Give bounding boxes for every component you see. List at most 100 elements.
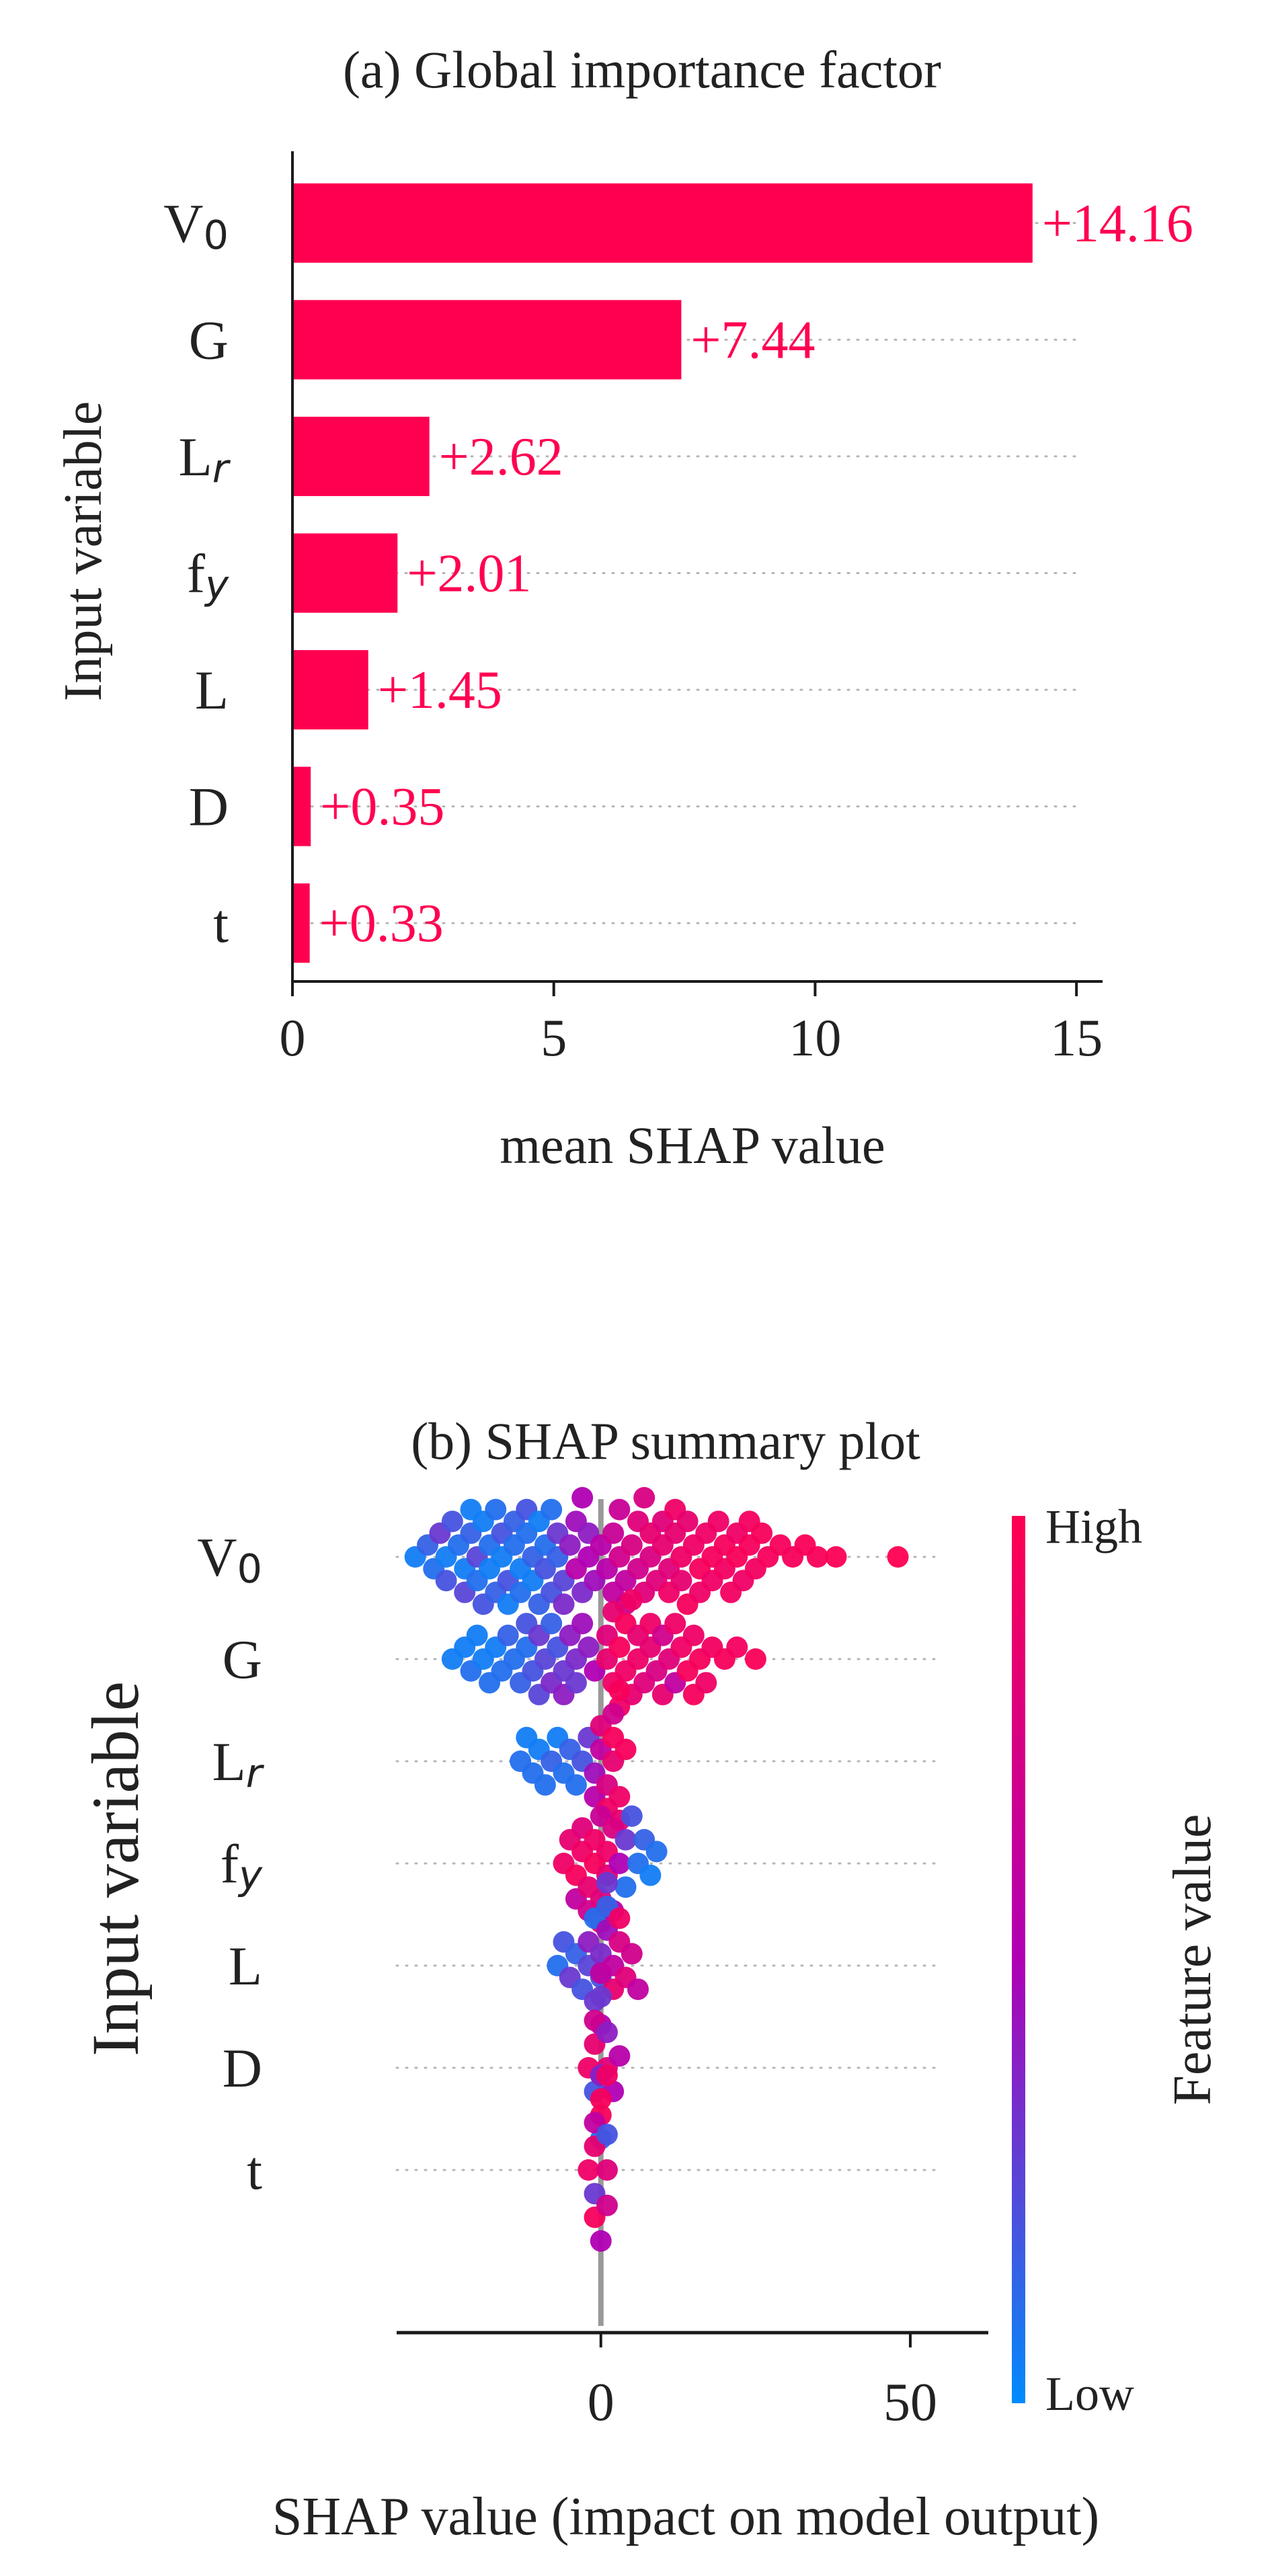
chart-a-title: (a) Global importance factor — [343, 40, 941, 99]
chart-b-point — [596, 2021, 618, 2044]
chart-b-point — [645, 1841, 668, 1863]
chart-b-category-label-base: G — [223, 1629, 262, 1690]
chart-a-category-label-base: t — [213, 893, 229, 954]
chart-b-category-label-base: L — [229, 1935, 262, 1997]
chart-b-point — [887, 1546, 909, 1568]
chart-b-point — [621, 1943, 643, 1965]
chart-a-value-label: +1.45 — [378, 661, 502, 720]
chart-b-point — [485, 1498, 507, 1521]
chart-a-category-label-base: G — [189, 309, 229, 370]
chart-b-category-label: D — [223, 2038, 262, 2099]
chart-b-point — [726, 1636, 748, 1658]
chart-a-category-label: L — [195, 659, 229, 721]
chart-a-xtick-label: 5 — [541, 1008, 567, 1067]
chart-a-value-label: +7.44 — [690, 311, 815, 370]
chart-a-category-label: V0 — [163, 193, 229, 258]
chart-a-xtick-label: 15 — [1050, 1008, 1103, 1067]
chart-b-point — [596, 2064, 618, 2087]
chart-b-point — [664, 1613, 686, 1635]
chart-a-ylabel: Input variable — [54, 401, 113, 701]
chart-b-point — [596, 1871, 618, 1894]
chart-b-point — [565, 1672, 587, 1694]
chart-b-point — [744, 1648, 766, 1670]
chart-b-point — [590, 2230, 612, 2252]
chart-a-xtick-label: 10 — [789, 1008, 841, 1067]
chart-a-value-label: +2.01 — [407, 545, 531, 604]
chart-a-category-label-base: f — [187, 543, 206, 604]
chart-a-category-label-subscript: r — [212, 445, 231, 491]
chart-a-value-label: +14.16 — [1042, 194, 1193, 253]
chart-b-point — [578, 2159, 600, 2181]
chart-b-category-label-base: L — [212, 1731, 246, 1792]
chart-b-point — [806, 1546, 828, 1568]
chart-a-category-label-base: L — [195, 659, 229, 721]
colorbar-high-label: High — [1045, 1500, 1142, 1554]
chart-b-xtick-label: 0 — [588, 2373, 614, 2432]
chart-b-xlabel: SHAP value (impact on model output) — [272, 2487, 1099, 2546]
chart-a-bar — [292, 533, 398, 613]
chart-b-point — [608, 1853, 631, 1874]
chart-b-category-label: Lr — [212, 1731, 265, 1796]
chart-b-point — [614, 1828, 637, 1851]
chart-b-point — [614, 1876, 637, 1898]
chart-b-category-label-subscript: r — [246, 1750, 265, 1796]
chart-b-category-label: fy — [221, 1833, 263, 1898]
chart-b-point — [695, 1672, 717, 1694]
chart-a-category-label: G — [189, 309, 229, 370]
global-importance-panel: (a) Global importance factor Input varia… — [54, 40, 1193, 1174]
chart-a-value-label: +2.62 — [439, 428, 563, 487]
chart-b-point — [707, 1511, 729, 1533]
chart-b-category-label-subscript: y — [237, 1852, 263, 1898]
chart-b-point — [590, 2088, 612, 2110]
chart-a-category-label-subscript: y — [204, 562, 229, 608]
chart-b-point — [497, 1624, 519, 1646]
colorbar — [1012, 1516, 1025, 2403]
chart-b-xticks: 0 50 — [588, 2333, 937, 2432]
chart-b-point — [602, 1522, 625, 1544]
chart-a-category-label-subscript: 0 — [203, 212, 229, 258]
chart-a-value-label: +0.33 — [319, 894, 444, 953]
chart-b-point — [608, 2045, 631, 2067]
chart-b-category-label-base: D — [223, 2038, 262, 2099]
chart-b-point — [578, 1636, 600, 1658]
chart-b-point — [608, 1907, 631, 1929]
chart-b-point — [435, 1570, 457, 1592]
chart-b-point — [676, 1511, 699, 1533]
chart-a-category-label-base: L — [179, 426, 212, 487]
chart-b-point — [441, 1511, 463, 1533]
chart-b-point — [614, 1738, 637, 1761]
chart-b-point — [571, 1613, 594, 1635]
chart-a-bar — [292, 300, 682, 380]
chart-b-point — [682, 1624, 705, 1646]
chart-a-value-labels: +14.16 +7.44 +2.62 +2.01 +1.45 +0.35 +0.33 — [319, 194, 1193, 953]
chart-b-point — [602, 1703, 625, 1725]
shap-summary-panel: (b) SHAP summary plot Input variable SHA… — [78, 1412, 1222, 2546]
chart-b-point — [633, 1487, 655, 1508]
chart-a-xlabel: mean SHAP value — [500, 1116, 885, 1174]
chart-b-point — [608, 1785, 631, 1808]
chart-b-point — [541, 1498, 563, 1521]
chart-b-point — [639, 1864, 662, 1886]
chart-b-point — [553, 1593, 575, 1615]
chart-b-point — [565, 1774, 587, 1796]
chart-b-point — [621, 1534, 643, 1556]
chart-b-category-label: G — [223, 1629, 262, 1690]
chart-a-bar — [292, 650, 368, 730]
chart-b-point — [751, 1522, 773, 1544]
chart-b-category-label-base: f — [221, 1833, 239, 1894]
chart-b-point — [608, 1679, 631, 1701]
chart-b-category-label: L — [229, 1935, 262, 1997]
chart-a-xticks: 0 5 10 15 — [280, 981, 1103, 1067]
chart-a-category-label: fy — [187, 543, 229, 608]
chart-b-point — [825, 1546, 847, 1568]
chart-b-point — [466, 1624, 488, 1646]
chart-a-bar — [292, 883, 310, 963]
chart-b-points — [404, 1487, 909, 2252]
chart-b-title: (b) SHAP summary plot — [411, 1412, 920, 1470]
colorbar-low-label: Low — [1045, 2367, 1134, 2421]
chart-b-category-label-base: V — [197, 1527, 237, 1588]
chart-a-category-label: Lr — [179, 426, 231, 491]
chart-b-category-label-subscript: 0 — [237, 1545, 262, 1592]
